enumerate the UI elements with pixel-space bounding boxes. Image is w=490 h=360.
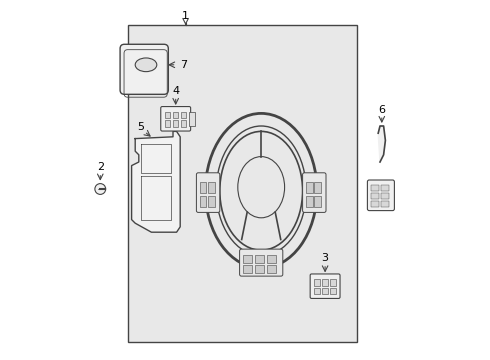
Bar bbox=[208, 196, 215, 207]
Bar bbox=[330, 279, 336, 286]
Bar bbox=[330, 288, 336, 294]
Bar bbox=[200, 196, 206, 207]
Bar bbox=[180, 112, 186, 118]
FancyBboxPatch shape bbox=[368, 180, 394, 211]
Polygon shape bbox=[378, 126, 386, 162]
Bar bbox=[381, 185, 389, 191]
Bar bbox=[165, 112, 171, 118]
Text: 3: 3 bbox=[321, 253, 329, 264]
Ellipse shape bbox=[205, 113, 317, 268]
Bar bbox=[189, 112, 195, 126]
Text: 5: 5 bbox=[137, 122, 144, 132]
Text: 1: 1 bbox=[182, 11, 189, 21]
Bar bbox=[267, 265, 276, 273]
Ellipse shape bbox=[220, 131, 303, 250]
Bar bbox=[200, 182, 206, 193]
Ellipse shape bbox=[135, 58, 157, 72]
Ellipse shape bbox=[238, 157, 285, 218]
Bar bbox=[255, 255, 264, 263]
Bar bbox=[371, 193, 379, 199]
FancyBboxPatch shape bbox=[161, 107, 191, 131]
FancyBboxPatch shape bbox=[310, 274, 340, 298]
Bar bbox=[172, 120, 178, 127]
Text: 7: 7 bbox=[180, 60, 187, 70]
Bar bbox=[208, 182, 215, 193]
Bar bbox=[315, 182, 321, 193]
Bar bbox=[128, 25, 357, 342]
Bar bbox=[267, 255, 276, 263]
Bar bbox=[243, 265, 252, 273]
Ellipse shape bbox=[216, 126, 306, 256]
Bar bbox=[371, 201, 379, 207]
Text: 6: 6 bbox=[378, 105, 385, 115]
Bar bbox=[243, 255, 252, 263]
Bar bbox=[180, 120, 186, 127]
FancyBboxPatch shape bbox=[240, 249, 283, 276]
Text: 2: 2 bbox=[97, 162, 104, 172]
Polygon shape bbox=[132, 131, 180, 232]
Bar bbox=[306, 196, 313, 207]
Bar bbox=[322, 288, 328, 294]
Circle shape bbox=[95, 184, 106, 194]
Text: 4: 4 bbox=[172, 86, 179, 96]
Bar bbox=[314, 288, 320, 294]
Bar bbox=[255, 265, 264, 273]
Bar bbox=[322, 279, 328, 286]
Bar bbox=[381, 193, 389, 199]
Bar bbox=[172, 112, 178, 118]
Bar bbox=[314, 279, 320, 286]
Bar bbox=[381, 201, 389, 207]
FancyBboxPatch shape bbox=[196, 173, 220, 212]
Bar bbox=[165, 120, 171, 127]
Bar bbox=[315, 196, 321, 207]
Bar bbox=[306, 182, 313, 193]
FancyBboxPatch shape bbox=[303, 173, 326, 212]
FancyBboxPatch shape bbox=[120, 44, 169, 94]
Bar bbox=[371, 185, 379, 191]
